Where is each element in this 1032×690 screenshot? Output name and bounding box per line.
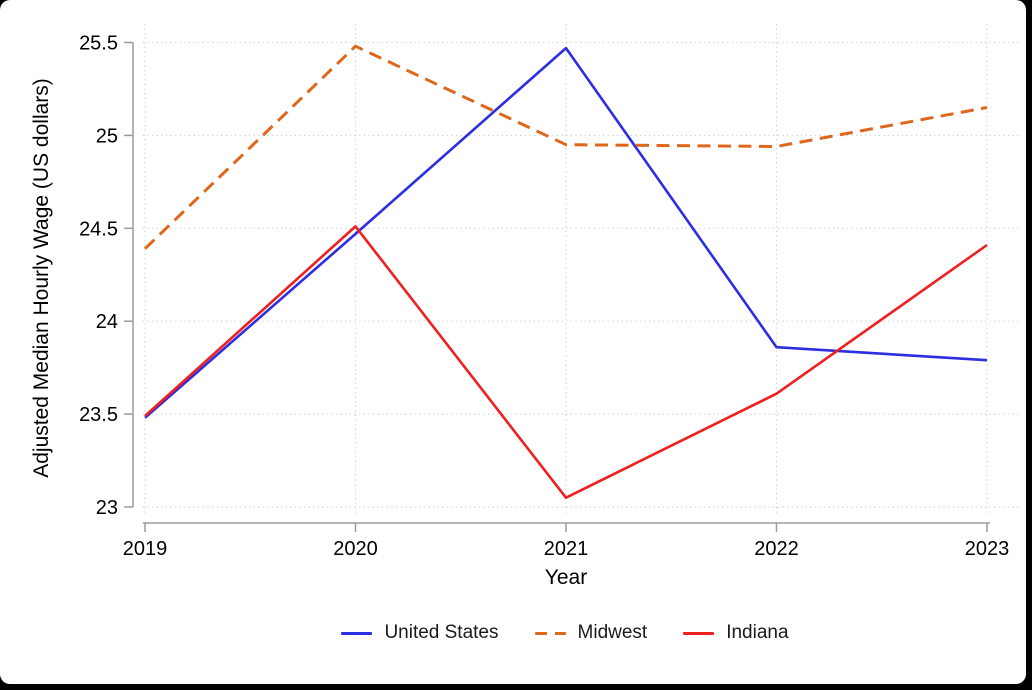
legend-item-indiana: Indiana [683, 622, 789, 644]
series-line-indiana [144, 225, 988, 500]
y-axis-title: Adjusted Median Hourly Wage (US dollars) [30, 78, 53, 478]
indiana-line-swatch-icon [683, 631, 715, 635]
y-tick-label: 25 [96, 125, 118, 147]
y-tick-label: 23 [96, 497, 118, 519]
y-tick-label: 24 [96, 311, 118, 333]
gridlines [143, 24, 1020, 516]
y-tick-label: 25.5 [79, 33, 118, 55]
x-axis-title: Year [544, 566, 588, 589]
x-axis: 2019 2020 2021 2022 2023 [123, 522, 1010, 560]
legend-item-midwest: Midwest [534, 622, 648, 644]
legend-item-united-states: United States [341, 622, 499, 644]
plot-area: 23 23.5 24 24.5 25 25.5 2019 2020 2021 2022 2023 [79, 24, 1020, 560]
series-line-united-states [144, 46, 988, 419]
united-states-line-swatch-icon [341, 631, 373, 635]
y-tick-label: 23.5 [79, 404, 118, 426]
y-axis: 23 23.5 24 24.5 25 25.5 [79, 33, 134, 519]
x-tick-label: 2019 [123, 538, 168, 560]
legend-label-united-states: United States [384, 622, 499, 643]
legend-label-midwest: Midwest [577, 622, 648, 643]
midwest-dashed-line-swatch-icon [534, 631, 566, 635]
x-tick-label: 2021 [544, 538, 589, 560]
x-tick-label: 2020 [333, 538, 378, 560]
x-tick-label: 2023 [965, 538, 1010, 560]
y-tick-label: 24.5 [79, 218, 118, 240]
x-tick-label: 2022 [754, 538, 799, 560]
legend: United States Midwest Indiana [143, 618, 987, 648]
legend-label-indiana: Indiana [726, 622, 789, 643]
series-line-midwest [143, 44, 988, 250]
